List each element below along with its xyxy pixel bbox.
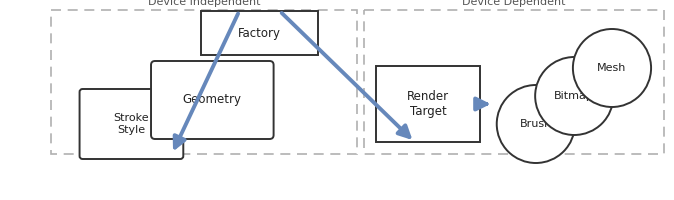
- Bar: [364, 10, 664, 154]
- Ellipse shape: [535, 57, 613, 135]
- Text: Bitmap: Bitmap: [554, 91, 594, 101]
- Text: Mesh: Mesh: [597, 63, 627, 73]
- Text: Stroke
Style: Stroke Style: [114, 113, 149, 135]
- Ellipse shape: [573, 29, 651, 107]
- Text: Device Independent: Device Independent: [148, 0, 260, 7]
- Text: Render
Target: Render Target: [407, 90, 449, 118]
- Bar: [51, 10, 357, 154]
- Text: Geometry: Geometry: [183, 94, 242, 106]
- Text: Brush: Brush: [520, 119, 552, 129]
- Ellipse shape: [497, 85, 575, 163]
- Bar: [201, 11, 318, 55]
- Bar: [376, 66, 480, 142]
- FancyBboxPatch shape: [80, 89, 183, 159]
- Text: Factory: Factory: [238, 26, 281, 40]
- Text: Device Dependent: Device Dependent: [462, 0, 565, 7]
- FancyBboxPatch shape: [151, 61, 274, 139]
